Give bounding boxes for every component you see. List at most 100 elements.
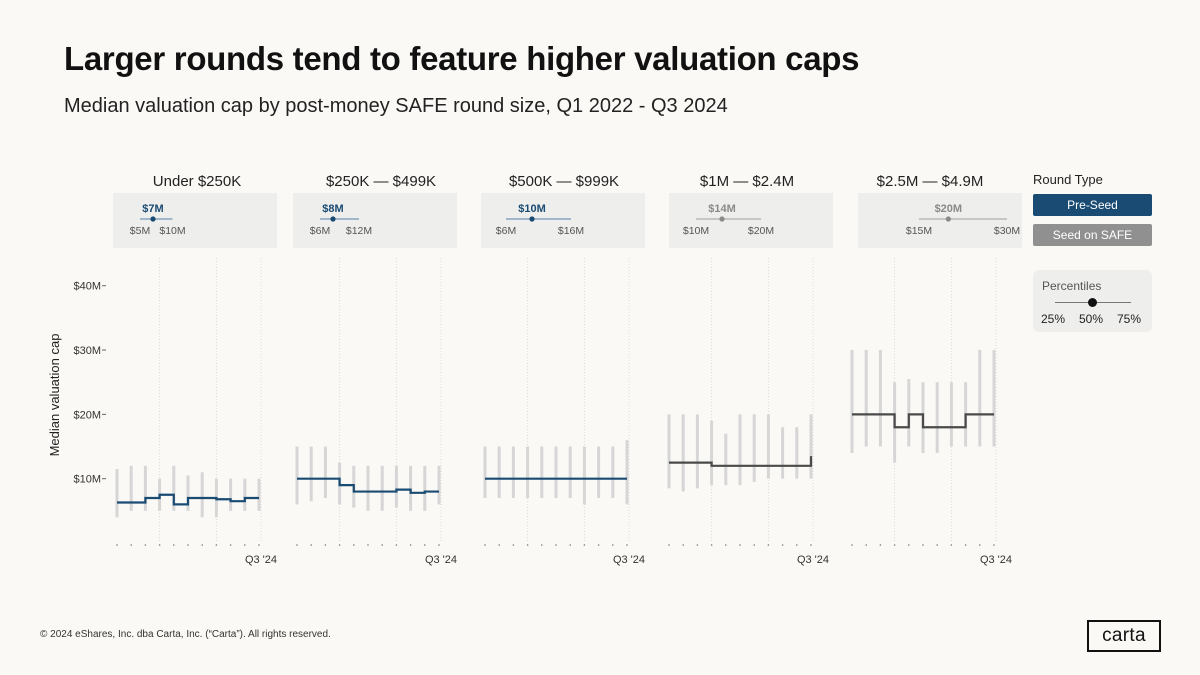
median-line-1	[117, 493, 259, 506]
x-tick-1-3	[144, 544, 147, 546]
x-tick-5-2	[865, 544, 867, 546]
x-tick-5-7	[936, 544, 938, 546]
legend-title: Round Type	[1033, 172, 1103, 187]
panel-header-2: $250K — $499K	[326, 173, 436, 190]
y-tick-label-30: $30M	[73, 345, 101, 357]
x-tick-1-9	[229, 544, 232, 546]
summary-p25-label-5: $15M	[906, 225, 932, 237]
x-tick-1-10	[244, 544, 246, 546]
y-tick-label-10: $10M	[73, 474, 101, 486]
x-tick-3-5	[541, 544, 543, 546]
percentiles-slider-handle[interactable]	[1088, 298, 1097, 307]
summary-median-label-5: $20M	[935, 203, 963, 215]
x-tick-4-11	[810, 544, 812, 546]
x-tick-2-4	[338, 544, 341, 546]
legend-pre-seed-button[interactable]: Pre-Seed	[1033, 194, 1152, 216]
summary-p75-label-2: $12M	[346, 225, 372, 237]
summary-p75-label-4: $20M	[748, 225, 774, 237]
x-tick-2-6	[367, 544, 369, 546]
panel-header-4: $1M — $2.4M	[700, 173, 794, 190]
x-tick-4-3	[696, 544, 699, 546]
legend-seed-on-safe-button[interactable]: Seed on SAFE	[1033, 224, 1152, 246]
x-tick-5-11	[993, 544, 995, 546]
summary-median-label-1: $7M	[142, 203, 163, 215]
summary-median-label-3: $10M	[518, 203, 546, 215]
panel-header-1: Under $250K	[153, 173, 241, 190]
summary-p75-label-1: $10M	[159, 225, 185, 237]
x-tick-1-1	[116, 544, 118, 546]
x-tick-1-2	[130, 544, 132, 546]
percentile-label-50: 50%	[1079, 312, 1104, 326]
x-tick-4-2	[682, 544, 684, 546]
x-tick-5-4	[893, 544, 896, 546]
x-tick-4-4	[710, 544, 713, 546]
median-line-2	[297, 477, 439, 494]
panel-2: $250K — $499K $8M $6M $12M Q3 '24	[293, 173, 457, 566]
x-tick-4-5	[725, 544, 727, 546]
y-tick-label-40: $40M	[73, 281, 101, 293]
x-tick-4-10	[796, 544, 798, 546]
x-tick-1-8	[215, 544, 218, 546]
summary-box-1	[113, 193, 277, 248]
summary-p25-label-4: $10M	[683, 225, 709, 237]
x-tick-3-6	[555, 544, 557, 546]
summary-box-2	[293, 193, 457, 248]
x-tick-1-5	[173, 544, 175, 546]
x-axis-label-5: Q3 '24	[980, 554, 1012, 566]
x-tick-5-6	[922, 544, 924, 546]
percentiles-slider-panel: Percentiles 25% 50% 75%	[1033, 270, 1152, 332]
summary-box-3	[481, 193, 645, 248]
panel-header-5: $2.5M — $4.9M	[877, 173, 984, 190]
x-tick-2-8	[395, 544, 398, 546]
x-tick-2-10	[424, 544, 426, 546]
x-tick-5-3	[879, 544, 882, 546]
x-tick-5-8	[950, 544, 953, 546]
x-tick-3-9	[597, 544, 600, 546]
x-tick-2-3	[324, 544, 327, 546]
summary-p75-label-3: $16M	[558, 225, 584, 237]
summary-box-4	[669, 193, 833, 248]
x-tick-5-10	[979, 544, 981, 546]
percentiles-title: Percentiles	[1042, 279, 1102, 293]
x-tick-2-7	[381, 544, 384, 546]
x-tick-3-7	[569, 544, 571, 546]
x-tick-1-7	[201, 544, 203, 546]
x-tick-3-8	[583, 544, 586, 546]
x-tick-3-11	[626, 544, 628, 546]
x-tick-5-9	[964, 544, 967, 546]
copyright-footer: © 2024 eShares, Inc. dba Carta, Inc. (“C…	[40, 629, 331, 640]
x-tick-4-9	[781, 544, 784, 546]
x-tick-3-1	[484, 544, 486, 546]
carta-logo: carta	[1087, 620, 1161, 652]
x-tick-5-1	[851, 544, 853, 546]
x-axis-label-4: Q3 '24	[797, 554, 829, 566]
x-axis-label-2: Q3 '24	[425, 554, 457, 566]
summary-p25-label-1: $5M	[130, 225, 150, 237]
x-tick-4-8	[767, 544, 770, 546]
x-tick-4-1	[668, 544, 670, 546]
x-tick-3-4	[526, 544, 529, 546]
summary-box-5	[858, 193, 1022, 248]
x-tick-2-5	[353, 544, 355, 546]
x-tick-2-11	[438, 544, 440, 546]
summary-p25-label-2: $6M	[310, 225, 330, 237]
x-tick-5-5	[908, 544, 910, 546]
panel-3: $500K — $999K $10M$6M $16M Q3 '24	[481, 173, 645, 566]
panel-5: $2.5M — $4.9M $20M$15M $30M Q3 '24	[850, 173, 1022, 566]
x-tick-1-11	[258, 544, 260, 546]
summary-median-dot-3	[529, 216, 535, 222]
median-line-5	[852, 413, 994, 429]
x-tick-3-3	[512, 544, 515, 546]
x-tick-3-10	[612, 544, 614, 546]
median-line-4	[669, 456, 813, 467]
x-axis-label-3: Q3 '24	[613, 554, 645, 566]
y-axis-title: Median valuation cap	[47, 334, 62, 457]
chart-title: Larger rounds tend to feature higher val…	[64, 40, 860, 77]
x-tick-2-1	[296, 544, 298, 546]
x-tick-4-7	[753, 544, 755, 546]
summary-p25-label-3: $6M	[496, 225, 516, 237]
x-tick-4-6	[739, 544, 741, 546]
x-tick-2-2	[310, 544, 313, 546]
y-tick-label-20: $20M	[73, 409, 101, 421]
